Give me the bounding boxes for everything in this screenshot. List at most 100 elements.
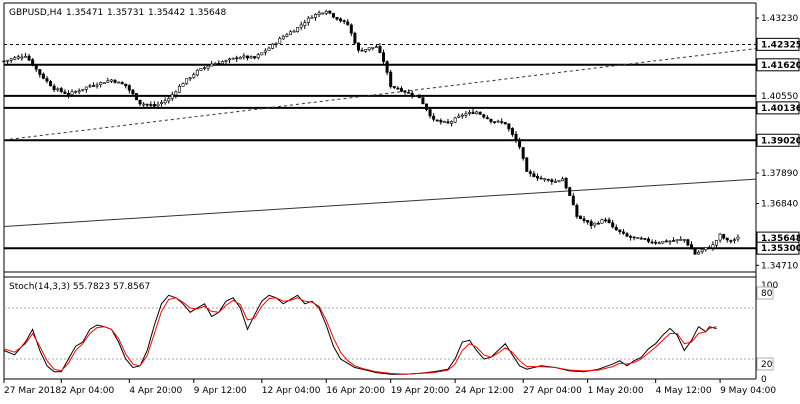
candle [478, 111, 482, 115]
candle [288, 30, 292, 36]
candle-body [220, 61, 224, 65]
price-tick-label-hidden: 1.40550 [761, 92, 798, 102]
candle [149, 101, 153, 108]
candle [514, 131, 518, 144]
trendline-1[interactable] [3, 178, 757, 227]
level-price-box [756, 37, 800, 51]
candle-body [278, 38, 282, 44]
candle [593, 222, 597, 228]
candle [385, 60, 389, 76]
candle-body [217, 62, 221, 65]
candle [482, 113, 486, 119]
time-tick-label: 27 Mar 2018 [4, 386, 61, 396]
candle-body [578, 215, 582, 219]
candle-body [127, 85, 131, 91]
candle-body [188, 77, 192, 80]
candle [600, 218, 604, 224]
candle [432, 113, 436, 122]
candle [736, 234, 740, 242]
candle-body [34, 65, 38, 70]
candle-body [203, 67, 207, 69]
candle-body [439, 120, 443, 123]
candle [256, 52, 260, 60]
candle [174, 90, 178, 99]
candle [306, 16, 310, 26]
candle-body [292, 30, 296, 33]
candle-body [625, 233, 629, 237]
candle-body [654, 241, 658, 244]
candle [550, 178, 554, 185]
candle [718, 232, 722, 243]
candle [507, 123, 511, 132]
candle-body [145, 103, 149, 106]
candle-body [729, 240, 733, 242]
candle [303, 19, 307, 29]
candle-body [296, 27, 300, 32]
price-tick-label: 1.40136 [761, 104, 800, 114]
candle [654, 239, 658, 245]
candle [675, 239, 679, 244]
candle-body [611, 222, 615, 228]
candle [77, 88, 81, 95]
candle-body [693, 248, 697, 255]
candle [621, 228, 625, 235]
candle [156, 101, 160, 110]
candle-body [346, 21, 350, 26]
candle-body [245, 55, 249, 59]
candle [446, 118, 450, 125]
candle-body [360, 49, 364, 52]
candle-body [314, 13, 318, 18]
candle-body [271, 43, 275, 49]
candle [725, 237, 729, 243]
candle-body [686, 239, 690, 246]
candle [213, 62, 217, 65]
candle [596, 221, 600, 225]
candle-body [16, 56, 20, 59]
candle [181, 82, 185, 87]
candle [632, 236, 636, 241]
candle [435, 119, 439, 122]
candle [124, 83, 128, 89]
candle [106, 77, 110, 83]
candle-body [521, 147, 525, 159]
candle-body [682, 239, 686, 241]
candle-body [342, 20, 346, 23]
price-tick-label: 1.42325 [761, 40, 800, 50]
candle [450, 120, 454, 127]
candle-body [621, 231, 625, 234]
candle-body [134, 93, 138, 101]
candle [636, 237, 640, 239]
candle-body [77, 90, 81, 93]
candle [74, 90, 78, 94]
candle [342, 19, 346, 25]
candle-body [367, 47, 371, 50]
candle-body [464, 113, 468, 116]
candle-body [38, 69, 42, 75]
candle-body [274, 43, 278, 45]
candle-body [496, 120, 500, 123]
candle [607, 217, 611, 224]
candle-body [84, 86, 88, 90]
candle [453, 116, 457, 124]
candle [557, 180, 561, 183]
candle [113, 79, 117, 84]
candle [722, 233, 726, 240]
candle-body [718, 233, 722, 241]
candle [582, 215, 586, 224]
candle-body [575, 205, 579, 217]
candle-body [102, 82, 106, 84]
candle [127, 84, 131, 94]
stochastic-tick-label: 100 [761, 281, 778, 291]
candle [195, 69, 199, 77]
trendline-0[interactable] [3, 48, 757, 141]
price-tick-label: 1.43230 [761, 14, 798, 24]
candle-body [349, 24, 353, 34]
candle-body [281, 36, 285, 40]
candle [374, 44, 378, 49]
candle-body [88, 85, 92, 88]
candle [281, 34, 285, 40]
candle-body [66, 92, 70, 96]
candle [160, 100, 164, 107]
candle-body [532, 173, 536, 178]
